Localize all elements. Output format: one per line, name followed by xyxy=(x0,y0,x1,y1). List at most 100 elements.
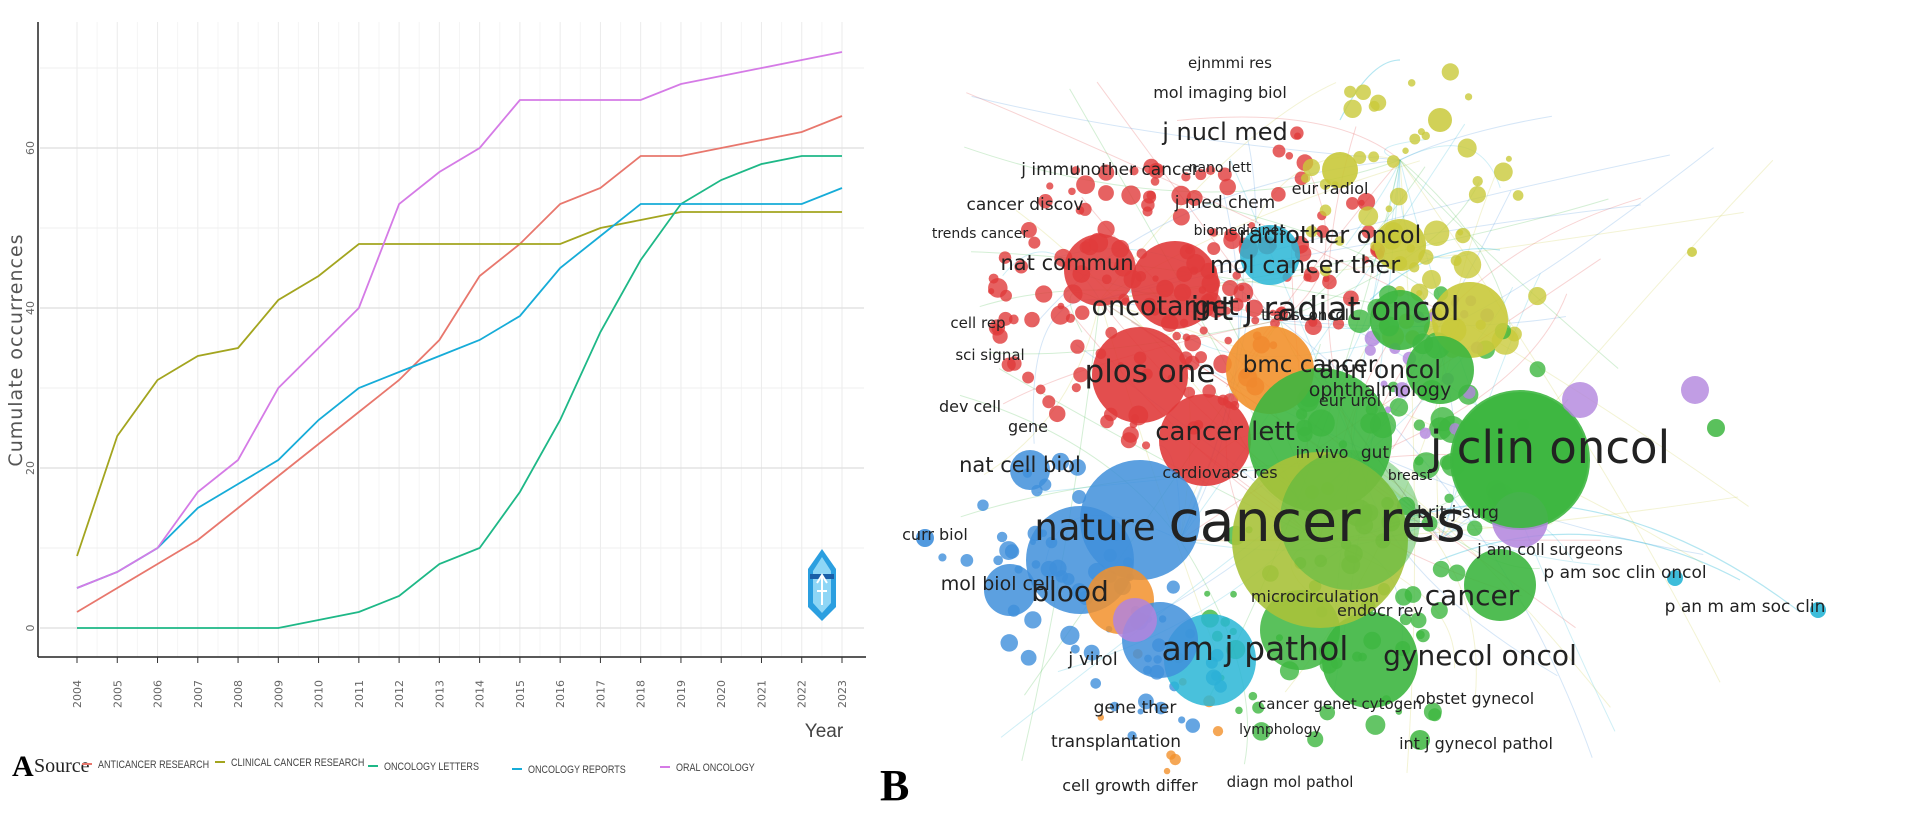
x-tick-label: 2012 xyxy=(393,680,406,708)
network-node xyxy=(1469,186,1486,203)
legend-label: ONCOLOGY REPORTS xyxy=(528,764,626,776)
network-node xyxy=(1000,634,1018,652)
network-node xyxy=(1230,591,1237,598)
legend-label: ORAL ONCOLOGY xyxy=(676,762,755,774)
network-node xyxy=(1046,182,1053,189)
x-tick-label: 2005 xyxy=(111,680,124,708)
network-node xyxy=(1167,581,1180,594)
x-tick-label: 2007 xyxy=(192,680,205,708)
y-tick-label: 60 xyxy=(24,141,37,155)
network-node xyxy=(1142,441,1150,449)
network-node xyxy=(1320,205,1332,217)
x-tick-label: 2019 xyxy=(675,680,688,708)
network-label: dev cell xyxy=(939,397,1001,416)
network-node xyxy=(1028,237,1040,249)
x-tick-label: 2014 xyxy=(474,680,487,708)
network-node xyxy=(1408,79,1416,87)
network-node xyxy=(988,288,994,294)
network-node xyxy=(1273,145,1286,158)
network-label: diagn mol pathol xyxy=(1227,773,1354,791)
network-node xyxy=(1428,108,1452,132)
x-tick-label: 2009 xyxy=(272,680,285,708)
network-node xyxy=(1513,190,1524,201)
network-node xyxy=(1402,148,1408,154)
x-axis-label: Year xyxy=(805,721,844,742)
legend-label: ANTICANCER RESEARCH xyxy=(98,759,209,771)
network-node xyxy=(1098,185,1114,201)
network-node xyxy=(1285,152,1293,160)
network-label: nature xyxy=(1034,506,1155,549)
network-label: sci signal xyxy=(955,346,1024,364)
network-node xyxy=(1121,185,1140,204)
chart-legend: ANTICANCER RESEARCH CLINICAL CANCER RESEA… xyxy=(82,757,755,776)
legend-item: ANTICANCER RESEARCH xyxy=(82,759,209,771)
network-label: cell growth differ xyxy=(1062,776,1198,795)
network-label: cancer discov xyxy=(967,195,1084,215)
network-node xyxy=(1390,188,1408,206)
network-node xyxy=(1428,708,1441,721)
network-label: in vivo xyxy=(1296,443,1349,462)
network-label: nat commun xyxy=(1000,251,1133,275)
network-node xyxy=(1369,101,1380,112)
network-node xyxy=(1172,332,1181,341)
network-label: gene ther xyxy=(1094,698,1177,718)
network-node xyxy=(1530,361,1546,377)
network-node xyxy=(938,553,946,561)
network-node xyxy=(1184,335,1201,352)
network-node xyxy=(1528,287,1546,305)
network-node xyxy=(1346,197,1359,210)
network-label: j am coll surgeons xyxy=(1476,540,1623,559)
chart-grid xyxy=(40,22,864,657)
network-node xyxy=(1204,591,1210,597)
x-tick-label: 2008 xyxy=(232,680,245,708)
network-node xyxy=(1186,718,1200,732)
network-label: transplantation xyxy=(1051,732,1181,752)
network-node xyxy=(1409,134,1420,145)
network-node xyxy=(1070,340,1084,354)
network-label: cell rep xyxy=(950,314,1005,332)
network-node xyxy=(1249,692,1258,701)
network-label: nat cell biol xyxy=(959,453,1081,477)
network-node xyxy=(1058,303,1065,310)
network-label: eur radiol xyxy=(1292,179,1369,198)
network-node xyxy=(1294,132,1301,139)
network-label: cancer res xyxy=(1168,489,1465,555)
x-tick-label: 2016 xyxy=(554,680,567,708)
network-label: gynecol oncol xyxy=(1383,639,1577,672)
network-node xyxy=(1368,151,1379,162)
network-node xyxy=(1022,372,1034,384)
x-tick-label: 2021 xyxy=(755,680,768,708)
network-label: int j gynecol pathol xyxy=(1399,734,1553,753)
network-node xyxy=(989,274,999,284)
x-tick-label: 2015 xyxy=(514,680,527,708)
network-node xyxy=(961,554,974,567)
network-node xyxy=(1024,611,1041,628)
network-node xyxy=(1164,768,1170,774)
network-node xyxy=(1024,312,1039,327)
network-node xyxy=(1387,155,1400,168)
x-tick-label: 2023 xyxy=(836,680,849,708)
network-node xyxy=(1068,188,1076,196)
network-label: cancer xyxy=(1425,579,1520,612)
network-node xyxy=(1113,598,1157,642)
network-label: p am soc clin oncol xyxy=(1543,563,1706,583)
network-node xyxy=(1178,716,1185,723)
network-node xyxy=(997,532,1007,542)
network-label: cardiovasc res xyxy=(1162,463,1277,482)
network-node xyxy=(1035,285,1052,302)
network-node xyxy=(1424,221,1449,246)
network-label: cancer genet cytogen xyxy=(1258,695,1422,713)
network-label: p an m am soc clin xyxy=(1665,597,1826,617)
network-node xyxy=(1121,432,1137,448)
legend-item: CLINICAL CANCER RESEARCH xyxy=(215,757,364,769)
network-node xyxy=(1021,650,1037,666)
legend-title: Source xyxy=(34,755,90,777)
network-node xyxy=(1473,176,1483,186)
network-label: lymphology xyxy=(1239,722,1321,738)
network-node xyxy=(1235,707,1242,714)
network-node xyxy=(1687,247,1697,257)
x-tick-label: 2018 xyxy=(635,680,648,708)
network-node xyxy=(1414,456,1423,465)
